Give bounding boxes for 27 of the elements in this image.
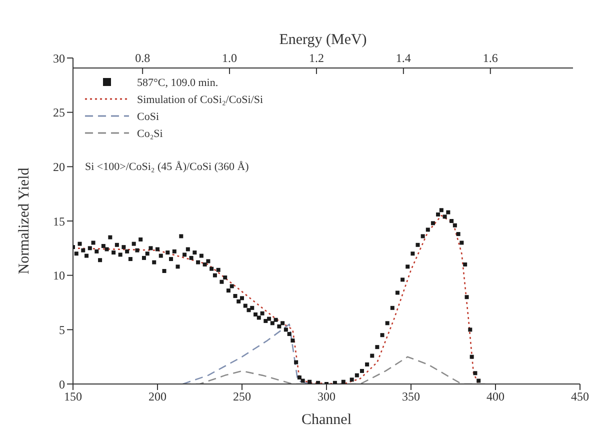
x-tick-label: 250 — [233, 390, 251, 404]
y-tick-label: 25 — [53, 106, 65, 120]
x-axis-title: Channel — [302, 412, 352, 428]
x2-axis-title: Energy (MeV) — [279, 32, 367, 48]
x2-tick-label: 1.6 — [482, 51, 498, 65]
y-tick-label: 0 — [59, 377, 65, 392]
x2-tick-label: 1.0 — [222, 51, 238, 65]
x-tick-label: 350 — [402, 390, 420, 404]
legend-label: Simulation of CoSi₂/CoSi/Si — [137, 94, 264, 106]
annotation: Si <100>/CoSi₂ (45 Å)/CoSi (360 Å) — [85, 160, 250, 173]
legend-label: Co₂Si — [137, 128, 163, 140]
x2-tick-label: 1.2 — [308, 51, 324, 65]
y-tick-label: 10 — [53, 268, 65, 283]
legend-label: 587°C, 109.0 min. — [137, 77, 218, 89]
y-axis-title: Normalized Yield — [16, 167, 32, 274]
legend-label: CoSi — [137, 111, 160, 123]
x-tick-label: 450 — [571, 390, 589, 404]
x2-tick-label: 1.4 — [396, 51, 411, 65]
x-tick-label: 150 — [64, 390, 82, 404]
y-tick-label: 30 — [53, 51, 65, 66]
y-tick-label: 20 — [53, 160, 65, 174]
y-tick-label: 15 — [53, 214, 65, 228]
y-tick-label: 5 — [59, 322, 65, 337]
x-tick-label: 300 — [318, 390, 336, 404]
x-tick-label: 400 — [486, 390, 504, 404]
x-tick-label: 200 — [148, 390, 166, 404]
x2-tick-label: 0.8 — [135, 51, 150, 65]
